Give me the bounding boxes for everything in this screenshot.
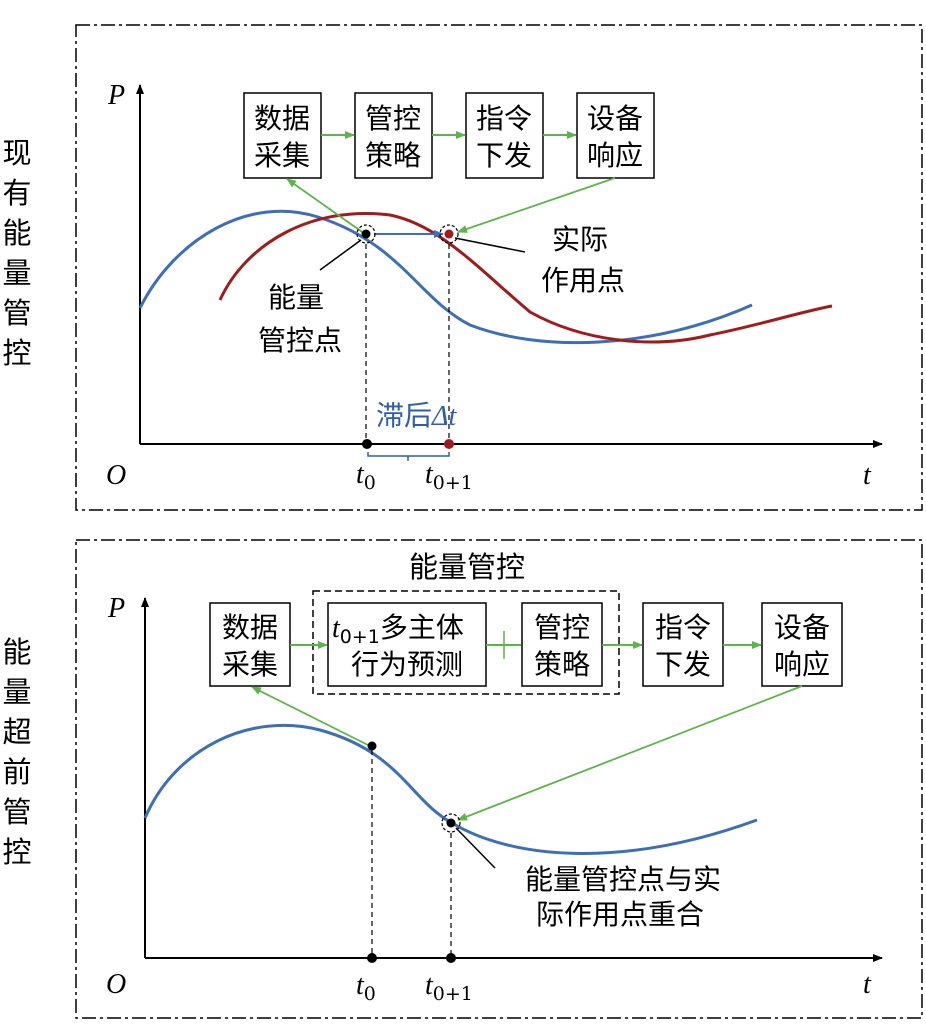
t1-label: t0+1 xyxy=(425,459,473,494)
control-point xyxy=(361,229,371,239)
actual-point-label: 作用点 xyxy=(541,264,625,297)
box-line2: 策略 xyxy=(534,648,590,681)
device-response-arrow xyxy=(457,177,616,233)
panel1-side-char: 有 xyxy=(2,176,31,210)
box-command-issue: 指令 下发 xyxy=(642,602,724,687)
panel1-flow-boxes: 数据 采集 管控 策略 指令 下发 设备 响应 xyxy=(243,92,655,179)
panel1-side-char: 能 xyxy=(2,216,31,250)
box-control-strategy: 管控 策略 xyxy=(354,92,433,179)
panel2-x-axis-label: t xyxy=(863,969,872,1000)
box-line2: 下发 xyxy=(655,648,711,681)
overlap-point-ring xyxy=(441,813,461,833)
t1-axis-point xyxy=(444,439,454,449)
panel1-side-char: 控 xyxy=(2,336,31,370)
control-point-label: 能量 xyxy=(268,281,324,314)
panel2-side-label: 能 量 超 前 管 控 xyxy=(2,635,31,869)
overlap-label: 能量管控点与实 xyxy=(525,863,721,896)
panel2-side-char: 管 xyxy=(2,795,31,829)
t1-axis-point xyxy=(446,953,456,963)
box-line1: 指令 xyxy=(476,102,532,135)
panel2-side-char: 量 xyxy=(2,675,31,709)
panel2-origin-label: O xyxy=(106,969,126,1000)
control-point-leader xyxy=(319,239,362,271)
box-line1: 设备 xyxy=(587,102,643,135)
t0-axis-point xyxy=(367,953,377,963)
box-line2: 响应 xyxy=(587,139,643,172)
box-line1: 设备 xyxy=(774,611,830,644)
overlap-leader xyxy=(455,827,496,869)
overlap-point xyxy=(446,818,456,828)
panel1-red-curve xyxy=(218,212,833,344)
panel2-y-axis-label: P xyxy=(107,593,125,624)
box-line1: 管控 xyxy=(534,611,590,644)
box-line1: 数据 xyxy=(254,102,310,135)
panel1-side-char: 量 xyxy=(2,256,31,290)
panel-existing-control: 现 有 能 量 管 控 P t O 数据 采集 管控 策略 xyxy=(2,24,923,511)
box-line1: 数据 xyxy=(222,611,278,644)
data-collection-arrow xyxy=(286,178,366,235)
t0-axis-point xyxy=(362,439,372,449)
panel2-side-char: 超 xyxy=(2,715,31,749)
panel1-side-char: 现 xyxy=(2,136,31,170)
panel1-origin-label: O xyxy=(106,460,126,491)
overlap-label: 际作用点重合 xyxy=(536,898,704,931)
group-dashed-box xyxy=(312,590,620,695)
t0-label: t0 xyxy=(356,970,376,1005)
box-line1: 指令 xyxy=(655,611,711,644)
panel2-side-char: 前 xyxy=(2,755,31,789)
lag-brace xyxy=(367,452,450,461)
device-response-arrow xyxy=(457,685,803,821)
lag-symbol: Δt xyxy=(431,401,457,432)
box-line2: 采集 xyxy=(254,139,310,172)
box-line2: 策略 xyxy=(365,139,421,172)
group-title: 能量管控 xyxy=(409,550,525,584)
data-collection-arrow xyxy=(251,686,371,747)
actual-point-label: 实际 xyxy=(552,223,608,256)
panel2-side-char: 能 xyxy=(2,635,31,669)
actual-point xyxy=(444,229,454,239)
box-behavior-prediction: t0+1多主体 行为预测 xyxy=(327,602,487,687)
box-device-response: 设备 响应 xyxy=(761,602,843,687)
box-line2: 行为预测 xyxy=(351,648,463,681)
box-line2: 响应 xyxy=(774,648,830,681)
box-line2: 采集 xyxy=(222,648,278,681)
t0-curve-point xyxy=(367,741,377,751)
control-point-ring xyxy=(356,224,376,244)
control-point-label: 管控点 xyxy=(258,324,342,357)
box-line1: 管控 xyxy=(365,102,421,135)
panel1-blue-curve xyxy=(138,209,753,345)
t0-label: t0 xyxy=(356,459,376,494)
panel2-blue-curve xyxy=(143,723,758,855)
panel1-frame xyxy=(75,24,923,511)
panel1-y-axis-label: P xyxy=(107,80,125,111)
panel2-flow-boxes: 数据 采集 t0+1多主体 行为预测 管控 策略 指令 下发 设备 响应 xyxy=(209,602,843,687)
box-line1: t0+1多主体 xyxy=(332,611,464,648)
box-control-strategy: 管控 策略 xyxy=(521,602,603,687)
box-command-issue: 指令 下发 xyxy=(465,92,544,179)
box-data-collection: 数据 采集 xyxy=(209,602,291,687)
box-line2: 下发 xyxy=(476,139,532,172)
lag-text: 滞后 xyxy=(376,399,432,432)
panel-advance-control: 能 量 超 前 管 控 P t O 能量管控 数据 采集 t0+1多主体 xyxy=(2,539,923,1019)
actual-point-leader xyxy=(454,237,526,253)
panel2-side-char: 控 xyxy=(2,835,31,869)
box-device-response: 设备 响应 xyxy=(576,92,655,179)
t1-label: t0+1 xyxy=(425,970,473,1005)
panel1-side-char: 管 xyxy=(2,296,31,330)
actual-point-ring xyxy=(439,224,459,244)
panel1-x-axis-label: t xyxy=(863,460,872,491)
box-data-collection: 数据 采集 xyxy=(243,92,322,179)
panel1-side-label: 现 有 能 量 管 控 xyxy=(2,136,31,370)
panel2-frame xyxy=(75,539,923,1019)
lag-label: 滞后Δt xyxy=(376,399,457,432)
